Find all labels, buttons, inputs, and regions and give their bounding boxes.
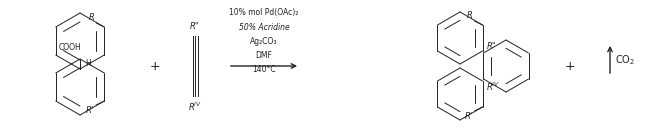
Text: H: H: [85, 59, 91, 69]
Text: R: R: [467, 11, 473, 20]
Text: R: R: [88, 13, 94, 22]
Text: 140°C: 140°C: [252, 64, 276, 73]
Text: R": R": [486, 42, 496, 51]
Text: 10% mol Pd(OAc)₂: 10% mol Pd(OAc)₂: [229, 9, 299, 18]
Text: Ag₂CO₃: Ag₂CO₃: [250, 37, 278, 45]
Text: COOH: COOH: [59, 42, 81, 51]
Text: R': R': [86, 106, 94, 115]
Text: 50% Acridine: 50% Acridine: [239, 23, 289, 31]
Text: +: +: [150, 59, 160, 72]
Text: R": R": [190, 22, 200, 31]
Text: R$^{IV}$: R$^{IV}$: [486, 81, 500, 93]
Text: R$^{IV}$: R$^{IV}$: [188, 101, 202, 113]
Text: DMF: DMF: [255, 50, 273, 59]
Text: CO$_2$: CO$_2$: [615, 53, 635, 67]
Text: +: +: [565, 59, 576, 72]
Text: R': R': [465, 112, 473, 121]
